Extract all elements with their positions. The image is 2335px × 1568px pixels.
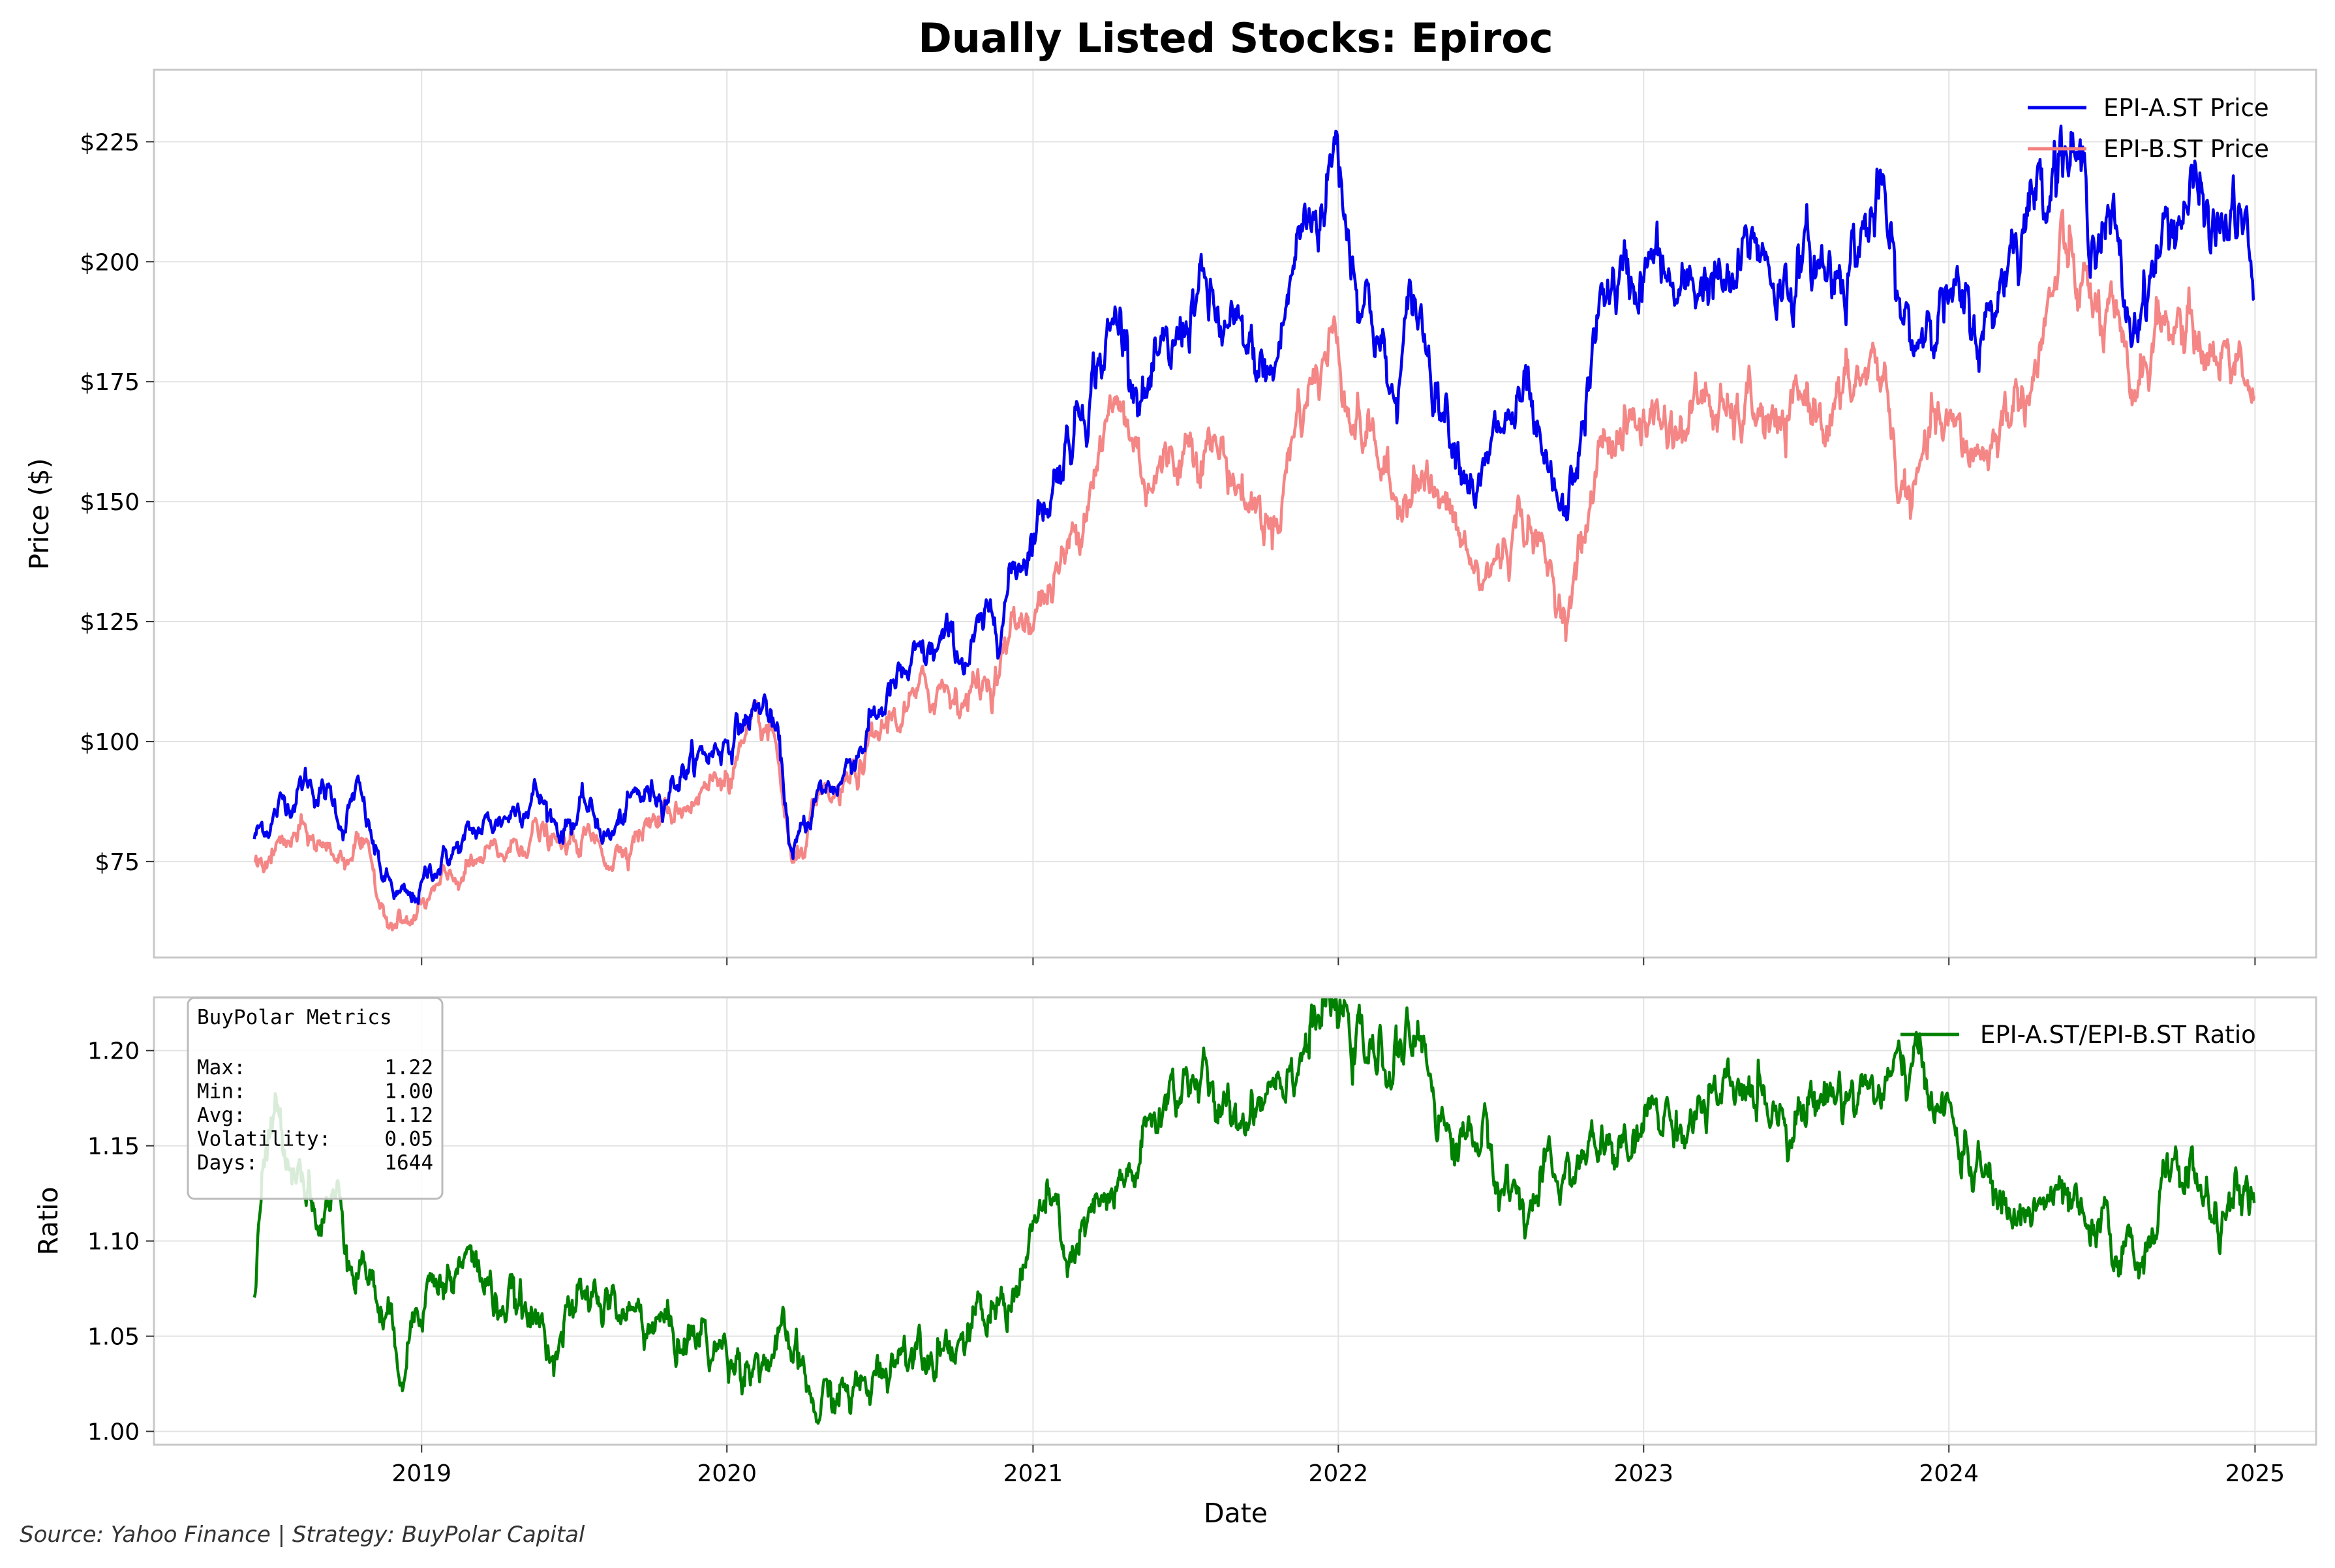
- metrics-title: BuyPolar Metrics: [197, 1006, 392, 1029]
- y-tick-label: $200: [80, 249, 140, 276]
- x-axis-label: Date: [1204, 1498, 1268, 1529]
- y-tick-label: 1.15: [87, 1134, 140, 1160]
- source-caption: Source: Yahoo Finance | Strategy: BuyPol…: [20, 1522, 585, 1548]
- chart-title: Dually Listed Stocks: Epiroc: [918, 14, 1553, 62]
- metrics-value: 1.00: [384, 1080, 433, 1104]
- y-tick-label: 1.10: [87, 1229, 140, 1256]
- price-legend: EPI-A.ST Price EPI-B.ST Price: [2028, 94, 2269, 163]
- y-tick-label: $175: [80, 369, 140, 396]
- price-y-ticks: $75 $100 $125 $150 $175 $200 $225: [80, 129, 154, 876]
- x-tick-label: 2025: [2225, 1460, 2285, 1487]
- metrics-label: Days:: [197, 1151, 258, 1175]
- price-y-axis-label: Price ($): [23, 458, 55, 569]
- legend-label: EPI-A.ST/EPI-B.ST Ratio: [1980, 1021, 2256, 1049]
- ratio-lines: [252, 997, 2256, 1425]
- metrics-label: Volatility:: [197, 1128, 331, 1151]
- x-tick-label: 2021: [1003, 1460, 1063, 1487]
- metrics-value: 0.05: [384, 1128, 433, 1151]
- x-tick-label: 2024: [1919, 1460, 1979, 1487]
- price-x-ticks: [421, 957, 2256, 965]
- ratio-y-axis-label: Ratio: [33, 1186, 64, 1255]
- x-tick-label: 2020: [697, 1460, 757, 1487]
- x-tick-label: 2023: [1613, 1460, 1673, 1487]
- ratio-plot-frame: [153, 996, 2317, 1446]
- series-line-epi-a-st-epi-b-st-ratio: [252, 997, 2256, 1425]
- price-grid: [154, 70, 2316, 957]
- legend-label: EPI-A.ST Price: [2103, 94, 2269, 122]
- price-lines: [252, 125, 2256, 932]
- y-tick-label: 1.05: [87, 1324, 140, 1351]
- metrics-value: 1.22: [384, 1056, 433, 1079]
- series-line-epi-b-st-price: [253, 209, 2256, 932]
- metrics-value: 1.12: [384, 1104, 433, 1127]
- y-tick-label: $150: [80, 489, 140, 516]
- ratio-legend: EPI-A.ST/EPI-B.ST Ratio: [1900, 1021, 2256, 1049]
- metrics-box-frame: [187, 997, 444, 1200]
- y-tick-label: $125: [80, 609, 140, 636]
- price-panel: $75 $100 $125 $150 $175 $200 $225 Price ($) EP…: [23, 68, 2317, 965]
- ratio-grid: [154, 997, 2316, 1445]
- x-tick-label: 2022: [1309, 1460, 1369, 1487]
- y-tick-label: $100: [80, 729, 140, 756]
- metrics-label: Min:: [197, 1080, 246, 1104]
- y-tick-label: $75: [95, 849, 140, 876]
- price-plot-frame: [153, 68, 2317, 959]
- y-tick-label: 1.20: [87, 1038, 140, 1065]
- metrics-value: 1644: [384, 1151, 433, 1175]
- ratio-y-ticks: 1.00 1.05 1.10 1.15 1.20: [87, 1038, 154, 1446]
- metrics-label: Max:: [197, 1056, 246, 1079]
- ratio-panel: 1.00 1.05 1.10 1.15 1.20 2019 2020 2021 2022 202…: [33, 996, 2317, 1529]
- x-tick-label: 2019: [391, 1460, 451, 1487]
- series-line-epi-a-st-price: [252, 125, 2255, 905]
- metrics-box: BuyPolar Metrics Max: 1.22 Min: 1.00 Avg: 1.12…: [187, 997, 444, 1200]
- ratio-x-ticks: 2019 2020 2021 2022 2023 2024 2025: [391, 1445, 2285, 1487]
- y-tick-label: $225: [80, 129, 140, 156]
- legend-label: EPI-B.ST Price: [2103, 135, 2269, 163]
- y-tick-label: 1.00: [87, 1419, 140, 1446]
- metrics-label: Avg:: [197, 1104, 246, 1127]
